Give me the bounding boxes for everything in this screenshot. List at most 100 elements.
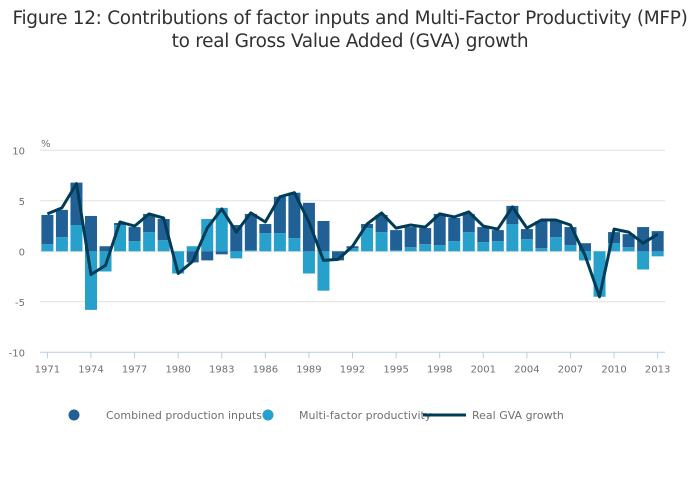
legend: Combined production inputs Multi-factor … — [68, 409, 564, 422]
bar-combined-inputs — [390, 230, 403, 251]
bar-combined-inputs — [477, 227, 490, 243]
bar-combined-inputs — [419, 228, 432, 245]
bar-mfp — [651, 251, 664, 257]
gva-line-layer — [46, 182, 659, 299]
bar-combined-inputs — [186, 251, 199, 263]
bar-mfp — [273, 233, 286, 252]
gva-line — [46, 182, 659, 299]
x-tick-label: 1977 — [122, 364, 147, 375]
y-axis: 10 5 0 -5 -10 — [9, 146, 25, 359]
bar-mfp — [506, 224, 519, 252]
bar-combined-inputs — [230, 225, 243, 252]
chart-title-line-2: to real Gross Value Added (GVA) growth — [171, 31, 529, 52]
bar-mfp — [535, 248, 548, 252]
legend-marker-mfp — [262, 409, 274, 421]
legend-label-mfp: Multi-factor productivity — [299, 409, 432, 422]
x-tick-label: 1992 — [340, 364, 365, 375]
bar-combined-inputs — [579, 243, 592, 252]
legend-item-mfp[interactable]: Multi-factor productivity — [262, 409, 432, 422]
bar-combined-inputs — [41, 214, 54, 245]
x-tick-label: 2004 — [514, 364, 539, 375]
y-tick-label: -5 — [15, 298, 25, 309]
bar-combined-inputs — [433, 213, 446, 246]
bar-mfp — [477, 242, 490, 252]
bar-mfp — [244, 250, 257, 252]
bar-combined-inputs — [201, 251, 214, 261]
bar-combined-inputs — [288, 192, 301, 239]
bar-mfp — [390, 250, 403, 252]
bar-mfp — [302, 251, 315, 274]
bar-mfp — [433, 245, 446, 252]
bar-combined-inputs — [143, 213, 156, 233]
x-tick-label: 1983 — [209, 364, 234, 375]
bar-mfp — [637, 251, 650, 270]
bar-mfp — [128, 241, 141, 252]
bar-combined-inputs — [448, 217, 461, 242]
bar-combined-inputs — [244, 213, 257, 251]
bar-combined-inputs — [608, 232, 621, 244]
bar-mfp — [41, 244, 54, 252]
x-tick-label: 2001 — [471, 364, 496, 375]
bar-combined-inputs — [637, 227, 650, 252]
y-axis-unit-label: % — [41, 139, 51, 150]
legend-item-gva[interactable]: Real GVA growth — [423, 409, 564, 422]
bar-mfp — [230, 251, 243, 259]
legend-marker-combined-inputs — [68, 409, 80, 421]
legend-label-combined-inputs: Combined production inputs — [106, 409, 262, 422]
bar-combined-inputs — [259, 224, 272, 234]
x-tick-label: 1971 — [35, 364, 60, 375]
x-axis: 1971 1974 1977 1980 1983 1986 1989 1992 1995 1998… — [35, 351, 670, 375]
bar-combined-inputs — [332, 251, 344, 261]
bar-combined-inputs — [520, 229, 533, 240]
y-tick-label: 10 — [12, 146, 25, 157]
bar-mfp — [259, 233, 272, 252]
bar-mfp — [201, 218, 214, 252]
bar-mfp — [564, 245, 577, 252]
bar-mfp — [419, 244, 432, 252]
bar-mfp — [143, 232, 156, 252]
x-tick-label: 1986 — [253, 364, 278, 375]
bar-combined-inputs — [622, 234, 635, 248]
bar-mfp — [462, 232, 475, 252]
bar-mfp — [186, 246, 199, 252]
bar-mfp — [448, 241, 461, 252]
bar-combined-inputs — [215, 251, 228, 255]
chart-title-line-1: Figure 12: Contributions of factor input… — [12, 8, 688, 29]
bar-mfp — [404, 247, 417, 252]
bar-mfp — [215, 207, 228, 252]
bar-combined-inputs — [317, 221, 330, 252]
bar-mfp — [375, 232, 388, 252]
chart-title: Figure 12: Contributions of factor input… — [0, 7, 700, 53]
bar-mfp — [549, 237, 562, 252]
bar-combined-inputs — [535, 221, 548, 249]
bar-mfp — [520, 239, 533, 252]
x-tick-label: 1974 — [78, 364, 103, 375]
bar-mfp — [622, 247, 635, 252]
bar-combined-inputs — [84, 215, 97, 252]
legend-item-combined-inputs[interactable]: Combined production inputs — [68, 409, 263, 422]
bar-mfp — [157, 240, 170, 252]
bar-combined-inputs — [273, 196, 286, 234]
bar-combined-inputs — [302, 202, 315, 252]
x-tick-label: 1980 — [165, 364, 190, 375]
bar-mfp — [288, 238, 301, 252]
bar-combined-inputs — [375, 214, 388, 233]
bar-combined-inputs — [491, 230, 504, 242]
x-tick-label: 2007 — [558, 364, 583, 375]
y-tick-label: 5 — [19, 197, 25, 208]
x-tick-label: 1998 — [427, 364, 452, 375]
bar-combined-inputs — [404, 227, 417, 248]
bars — [41, 182, 664, 310]
bar-mfp — [491, 241, 504, 252]
y-tick-label: -10 — [9, 348, 25, 359]
bar-mfp — [84, 251, 97, 310]
x-tick-label: 2013 — [645, 364, 670, 375]
bar-mfp — [55, 237, 68, 252]
y-tick-label: 0 — [19, 247, 25, 258]
bar-combined-inputs — [99, 246, 112, 252]
bar-combined-inputs — [549, 221, 562, 238]
bar-combined-inputs — [55, 209, 68, 238]
bar-mfp — [346, 248, 359, 252]
bar-combined-inputs — [128, 227, 141, 242]
